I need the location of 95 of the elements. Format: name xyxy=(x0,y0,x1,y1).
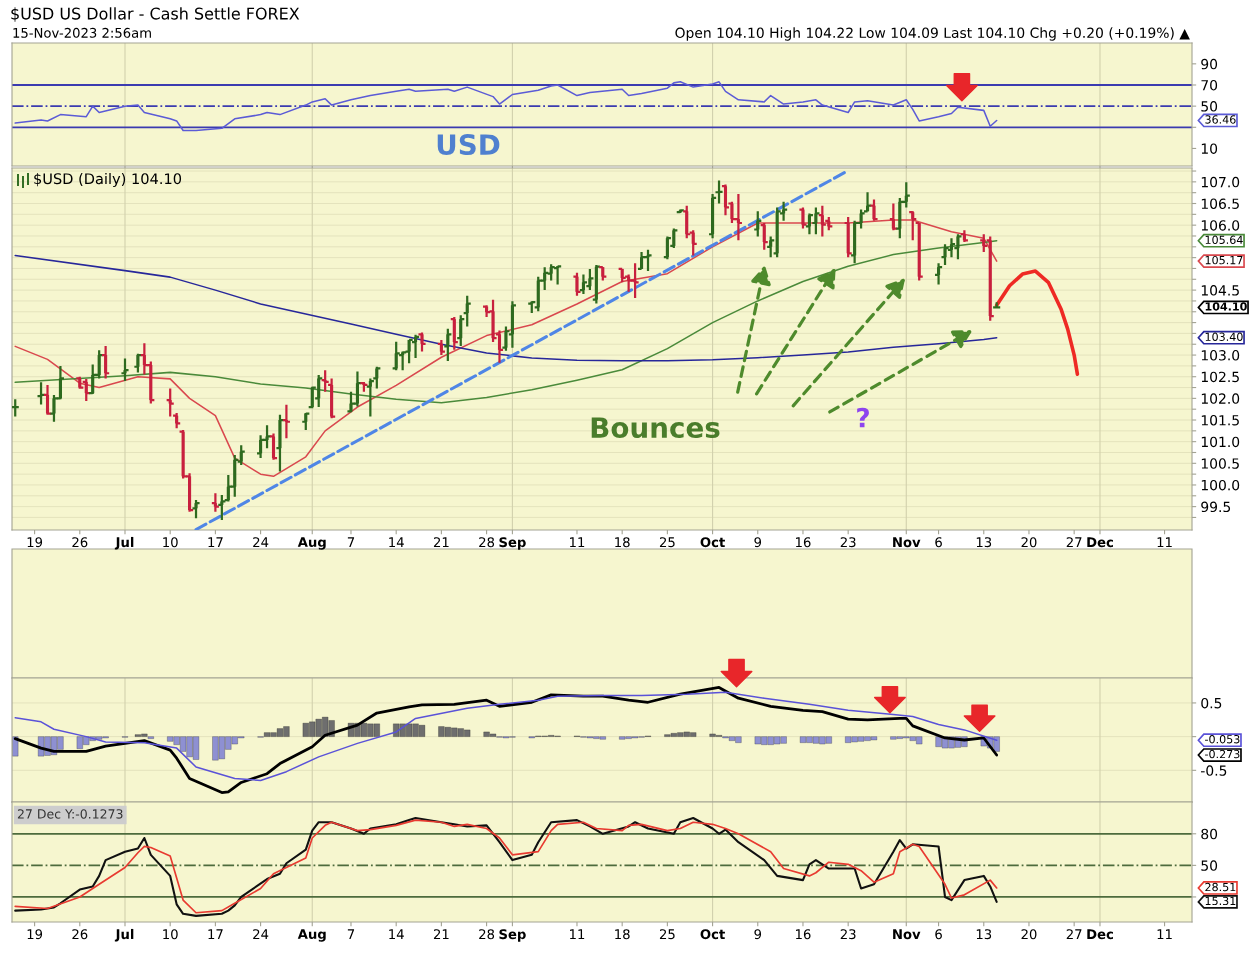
x-tick-label: 16 xyxy=(796,929,811,940)
text: 36.46 xyxy=(1205,115,1236,124)
x-tick-label: Dec xyxy=(1087,929,1113,940)
y-tick-label: 102.5 xyxy=(1201,371,1239,383)
y-tick-label: 10 xyxy=(1201,143,1218,154)
x-tick-label: 18 xyxy=(615,929,630,940)
x-tick-label: 21 xyxy=(433,537,449,547)
x-tick-label: 7 xyxy=(347,929,355,939)
line-series xyxy=(14,81,998,132)
text: -0.053 xyxy=(1205,735,1240,744)
y-tick-label: 80 xyxy=(1201,828,1218,840)
chart-subtitle: 15-Nov-2023 2:56am xyxy=(13,27,151,38)
x-tick-label: Aug xyxy=(297,929,326,942)
x-tick-label: 24 xyxy=(253,537,269,547)
x-tick-label: 16 xyxy=(796,537,811,548)
x-tick-label: 10 xyxy=(163,537,178,548)
x-tick-label: 20 xyxy=(1021,537,1037,548)
x-tick-label: Jul xyxy=(114,928,134,942)
y-tick-label: 102.0 xyxy=(1201,393,1240,404)
x-tick-label: Sep xyxy=(499,537,526,550)
annotation: USD xyxy=(437,134,500,156)
x-tick-label: 21 xyxy=(433,929,449,939)
x-tick-label: Dec xyxy=(1087,537,1113,548)
y-tick-label: 70 xyxy=(1201,79,1218,91)
text: 28.51 xyxy=(1205,882,1236,892)
y-tick-label: 99.5 xyxy=(1201,501,1231,513)
chart-title: $USD US Dollar - Cash Settle FOREX xyxy=(11,7,300,22)
x-tick-label: 13 xyxy=(976,537,992,548)
x-tick-label: Oct xyxy=(700,929,725,940)
annotation: 27 Dec Y:-0.1273 xyxy=(17,809,123,819)
x-tick-label: Aug xyxy=(297,537,326,550)
x-tick-label: 14 xyxy=(389,537,404,547)
text: -0.273 xyxy=(1205,749,1240,759)
y-tick-label: 50 xyxy=(1201,101,1218,112)
x-tick-label: 26 xyxy=(72,929,88,940)
x-tick-label: 13 xyxy=(976,929,992,940)
y-tick-label: 106.0 xyxy=(1201,220,1240,231)
x-tick-label: Oct xyxy=(700,537,725,548)
line-series xyxy=(13,686,999,794)
x-tick-label: 17 xyxy=(208,929,223,939)
x-tick-label: 28 xyxy=(479,537,495,548)
y-tick-label: 100.0 xyxy=(1201,479,1240,491)
x-tick-label: 11 xyxy=(570,929,585,939)
text: 105.64 xyxy=(1205,235,1243,244)
x-tick-label: 19 xyxy=(27,537,43,548)
x-tick-label: 20 xyxy=(1021,929,1037,940)
text: Open 104.10 High 104.22 Low 104.09 Last 104.10 Chg +0.20 (+0.19%) ▲ xyxy=(675,27,1190,41)
y-tick-label: 90 xyxy=(1201,58,1218,70)
line-series xyxy=(14,691,998,782)
x-tick-label: Sep xyxy=(499,929,526,942)
x-tick-label: 11 xyxy=(570,537,585,547)
annotation: ? xyxy=(857,407,869,428)
text: 15.31 xyxy=(1205,896,1236,906)
x-tick-label: 25 xyxy=(659,929,675,940)
y-tick-label: -0.5 xyxy=(1201,765,1227,776)
x-tick-label: 9 xyxy=(754,929,762,940)
y-tick-label: 0.5 xyxy=(1201,697,1222,709)
annotation: Bounces xyxy=(591,417,720,439)
x-tick-label: 10 xyxy=(163,929,178,940)
x-tick-label: 24 xyxy=(253,929,269,939)
x-tick-label: 7 xyxy=(347,537,355,547)
line-series xyxy=(14,239,998,404)
text: 105.17 xyxy=(1205,255,1243,265)
x-tick-label: 28 xyxy=(479,929,495,940)
x-tick-label: 9 xyxy=(754,537,762,548)
x-tick-label: 14 xyxy=(389,929,404,939)
x-tick-label: 23 xyxy=(840,929,856,940)
text: 103.40 xyxy=(1205,332,1243,341)
x-tick-label: 6 xyxy=(935,929,942,940)
x-tick-label: 17 xyxy=(208,537,223,547)
x-tick-label: Nov xyxy=(893,929,921,940)
x-tick-label: Jul xyxy=(114,536,134,550)
y-tick-label: 106.5 xyxy=(1201,198,1239,209)
line-series xyxy=(14,254,998,362)
x-tick-label: Nov xyxy=(893,537,921,548)
y-tick-label: 50 xyxy=(1201,860,1218,871)
x-tick-label: 23 xyxy=(840,537,856,548)
x-tick-label: 27 xyxy=(1066,537,1082,547)
y-tick-label: 107.0 xyxy=(1201,176,1240,188)
x-tick-label: 25 xyxy=(659,537,675,548)
y-tick-label: 104.5 xyxy=(1201,285,1239,296)
x-tick-label: 19 xyxy=(27,929,43,940)
x-tick-label: 26 xyxy=(72,537,88,548)
x-tick-label: 11 xyxy=(1157,929,1172,939)
y-tick-label: 101.0 xyxy=(1201,436,1240,448)
x-tick-label: 11 xyxy=(1157,537,1172,547)
y-tick-label: 101.5 xyxy=(1201,414,1239,426)
y-tick-label: 100.5 xyxy=(1201,458,1239,469)
x-tick-label: 6 xyxy=(935,537,942,548)
text: 104.10 xyxy=(1205,302,1247,311)
line-series xyxy=(994,269,1080,376)
y-tick-label: 103.0 xyxy=(1201,350,1240,361)
annotation: $USD (Daily) 104.10 xyxy=(34,172,182,188)
x-tick-label: 18 xyxy=(615,537,630,548)
x-tick-label: 27 xyxy=(1066,929,1082,939)
